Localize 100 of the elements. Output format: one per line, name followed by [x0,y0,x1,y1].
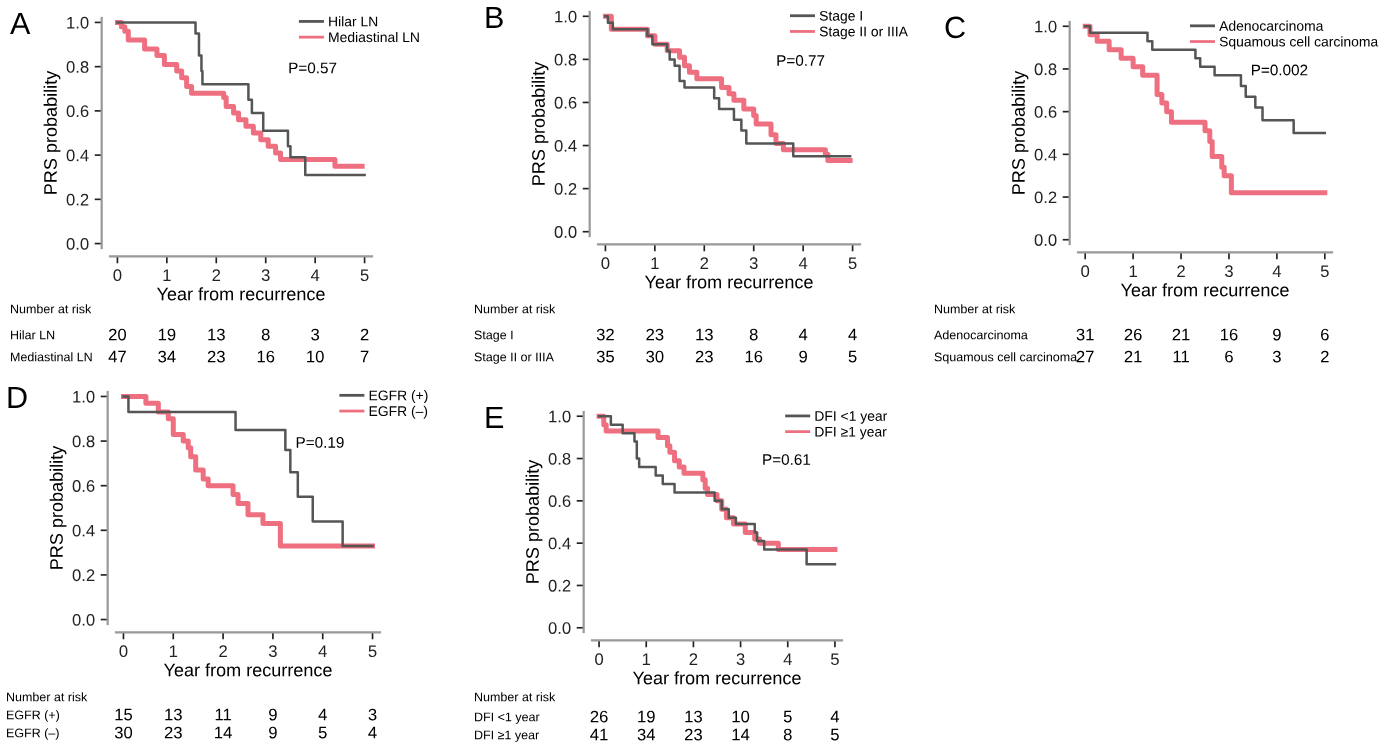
text: 4 [318,708,327,721]
chart-title: E [486,406,504,428]
y-tick-label: 0.4 [1034,148,1057,161]
x-tick-label: 1 [169,645,178,657]
y-tick-label: 0.0 [72,613,95,626]
text: 23 [695,350,713,363]
x-axis-title: Year from recurrence [156,287,325,301]
x-tick-label: 3 [736,653,745,666]
text: 31 [1076,328,1094,341]
y-tick-label: 0.4 [66,149,89,162]
chart-title: B [486,6,503,28]
x-tick-label: 4 [310,269,320,281]
y-tick-label: 1.0 [549,410,571,423]
text: 26 [1124,328,1142,341]
x-tick-label: 3 [1224,265,1233,278]
x-tick-label: 1 [163,269,171,281]
x-tick-label: 5 [830,653,839,666]
text: 13 [685,710,702,723]
y-axis-title: PRS probability [49,445,67,569]
x-tick-label: 4 [798,257,808,269]
x-tick-label: 1 [1129,265,1137,277]
text: 8 [749,328,758,341]
text: 21 [1124,350,1142,363]
text: 20 [108,328,127,341]
y-tick-label: 0.8 [548,452,571,465]
y-axis-title: PRS probability [531,61,549,185]
text: 7 [360,350,369,363]
text: 4 [830,710,840,723]
text: 35 [596,350,614,363]
text: 32 [596,328,614,341]
y-tick-label: 0.2 [72,569,95,582]
y-tick-label: 0.6 [66,105,89,118]
y-tick-label: 0.0 [548,622,571,634]
y-tick-label: 0.4 [554,139,577,152]
y-tick-label: 0.2 [1034,191,1057,204]
y-tick-label: 0.4 [548,537,571,550]
x-tick-label: 1 [651,257,659,269]
y-tick-label: 0.6 [554,96,577,109]
x-tick-label: 3 [749,257,758,270]
text: 10 [732,710,750,723]
text: 27 [1076,350,1094,363]
x-tick-label: 0 [119,645,128,658]
x-tick-label: 1 [642,653,651,665]
x-tick-label: 2 [1177,265,1185,277]
text: 5 [848,350,857,363]
x-axis-title: Year from recurrence [632,671,801,685]
y-axis-title: PRS probability [525,459,543,583]
y-axis-title: PRS probability [43,70,61,194]
y-axis-title: PRS probability [1011,70,1029,194]
text: 16 [745,350,763,363]
chart-title: A [10,12,31,34]
y-tick-label: 0.6 [548,495,571,508]
x-tick-label: 4 [783,653,792,665]
x-tick-label: 0 [1081,265,1090,278]
text: 5 [783,710,792,723]
text: 47 [108,350,126,363]
text: 4 [848,328,857,341]
text: 6 [1225,350,1233,363]
x-tick-label: 4 [1272,265,1282,277]
text: 23 [646,328,664,341]
text: 26 [590,710,608,723]
y-tick-label: 0.8 [66,61,89,73]
text: 4 [368,726,377,739]
x-tick-label: 2 [219,645,227,657]
text: 9 [269,708,277,721]
text: 3 [368,708,377,721]
text: 41 [590,728,608,741]
text: 10 [307,350,324,363]
y-tick-label: 0.2 [66,193,89,206]
text: 30 [646,350,664,363]
text: 34 [637,728,656,741]
x-tick-label: 2 [212,269,221,281]
text: 23 [164,726,182,739]
text: 23 [207,350,225,363]
x-tick-label: 0 [113,269,122,282]
chart-title: D [8,386,27,408]
x-tick-label: 5 [368,645,377,658]
y-tick-label: 0.8 [72,435,95,448]
y-tick-label: 0.6 [72,480,95,492]
text: 16 [1220,328,1238,341]
x-tick-label: 3 [261,269,270,282]
text: 6 [1321,328,1329,341]
x-tick-label: 0 [595,653,604,666]
text: 30 [114,726,133,739]
x-tick-label: 2 [689,653,698,665]
y-tick-label: 0.8 [554,53,577,66]
text: 19 [158,328,176,341]
text: 34 [158,350,176,363]
text: 21 [1172,328,1190,341]
chart-title: C [945,16,965,39]
x-axis-title: Year from recurrence [163,663,332,677]
x-tick-label: 5 [1320,265,1329,278]
x-tick-label: 5 [848,257,857,270]
text: 13 [696,328,713,341]
y-tick-label: 0.4 [72,524,95,537]
text: 14 [732,728,750,741]
text: 16 [257,350,275,363]
text: 23 [684,728,702,741]
text: 13 [208,328,225,341]
x-tick-label: 3 [268,645,277,658]
